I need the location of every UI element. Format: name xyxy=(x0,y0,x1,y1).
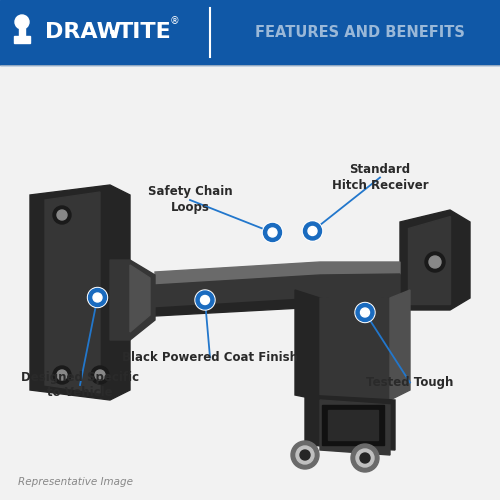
Bar xyxy=(14,40,30,43)
Polygon shape xyxy=(110,260,155,340)
Circle shape xyxy=(355,302,375,322)
Circle shape xyxy=(196,291,214,309)
Polygon shape xyxy=(320,400,390,455)
Polygon shape xyxy=(45,192,100,393)
Polygon shape xyxy=(30,185,130,400)
Bar xyxy=(19,28,25,36)
Circle shape xyxy=(296,446,314,464)
Circle shape xyxy=(88,288,106,306)
Bar xyxy=(0,65,500,500)
Circle shape xyxy=(356,304,374,322)
Circle shape xyxy=(351,444,379,472)
Text: TITE: TITE xyxy=(118,22,172,42)
Circle shape xyxy=(200,296,209,304)
Circle shape xyxy=(291,441,319,469)
Polygon shape xyxy=(295,290,320,400)
Polygon shape xyxy=(155,298,400,316)
Circle shape xyxy=(57,370,67,380)
Circle shape xyxy=(429,256,441,268)
Polygon shape xyxy=(390,290,410,400)
Bar xyxy=(322,405,384,445)
Circle shape xyxy=(302,221,322,241)
Text: Safety Chain
Loops: Safety Chain Loops xyxy=(148,186,232,214)
Text: Standard
Hitch Receiver: Standard Hitch Receiver xyxy=(332,163,428,192)
Circle shape xyxy=(262,222,282,242)
Bar xyxy=(0,0,500,65)
Circle shape xyxy=(360,308,370,317)
Polygon shape xyxy=(155,274,400,308)
Circle shape xyxy=(360,453,370,463)
Polygon shape xyxy=(305,395,395,450)
Bar xyxy=(328,410,378,440)
Circle shape xyxy=(268,228,277,237)
Circle shape xyxy=(264,224,281,242)
Text: ®: ® xyxy=(170,16,180,26)
Circle shape xyxy=(15,15,29,29)
Text: Black Powered Coat Finish: Black Powered Coat Finish xyxy=(122,351,298,364)
Text: Designed Specific
to Vehicle: Designed Specific to Vehicle xyxy=(21,370,139,400)
Circle shape xyxy=(53,366,71,384)
Polygon shape xyxy=(155,262,400,285)
Text: DRAW: DRAW xyxy=(45,22,121,42)
Circle shape xyxy=(195,290,215,310)
Circle shape xyxy=(95,370,105,380)
Circle shape xyxy=(304,222,322,240)
Circle shape xyxy=(57,210,67,220)
Text: Tested Tough: Tested Tough xyxy=(366,376,454,389)
Text: ·: · xyxy=(108,22,116,42)
Circle shape xyxy=(300,450,310,460)
Bar xyxy=(14,36,30,40)
Polygon shape xyxy=(320,294,390,405)
Polygon shape xyxy=(400,210,470,310)
Circle shape xyxy=(356,449,374,467)
Circle shape xyxy=(93,293,102,302)
Circle shape xyxy=(91,366,109,384)
Circle shape xyxy=(88,288,108,308)
Circle shape xyxy=(308,226,317,235)
Circle shape xyxy=(53,206,71,224)
Text: FEATURES AND BENEFITS: FEATURES AND BENEFITS xyxy=(255,25,465,40)
Polygon shape xyxy=(408,216,450,304)
Circle shape xyxy=(425,252,445,272)
Text: Representative Image: Representative Image xyxy=(18,477,133,487)
Polygon shape xyxy=(130,265,150,332)
